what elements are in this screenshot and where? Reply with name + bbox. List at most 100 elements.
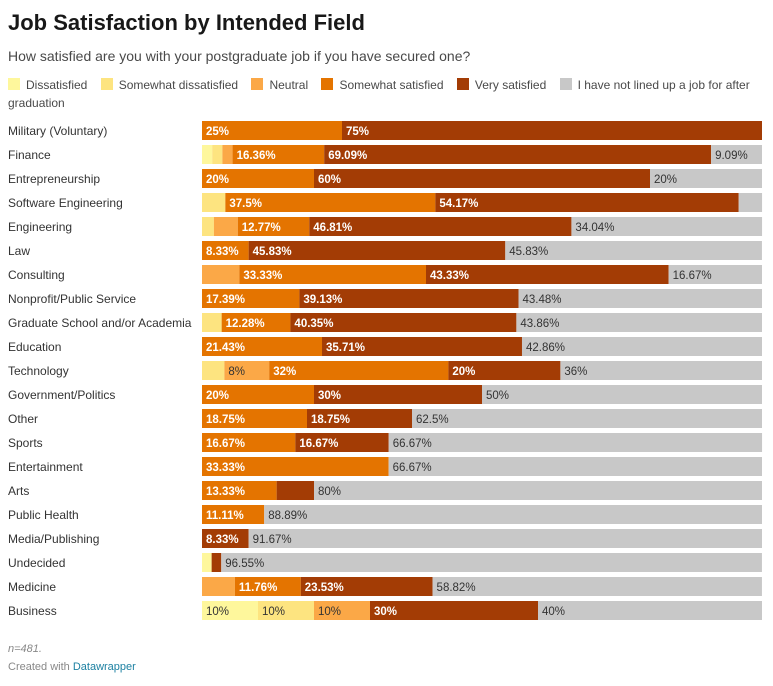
data-label: 50% (486, 390, 509, 402)
bar-segment (342, 121, 762, 140)
data-label: 40% (542, 606, 565, 618)
bar-row: Education 21.43% 35.71% 42.86% (8, 337, 762, 356)
chart-title: Job Satisfaction by Intended Field (8, 10, 365, 35)
data-label: 25% (206, 126, 229, 138)
bar-segment (299, 289, 519, 308)
category-label: Sports (8, 436, 43, 450)
bar-segment (388, 433, 763, 452)
data-label: 12.77% (242, 222, 281, 234)
bar-segment (232, 145, 325, 164)
category-label: Entertainment (8, 460, 83, 474)
data-label: 10% (318, 606, 341, 618)
bar-segment (237, 217, 310, 236)
bar-segment (202, 409, 307, 428)
data-label: 20% (206, 174, 229, 186)
legend-item-no-job: I have not lined up a job for after grad… (8, 78, 750, 110)
category-label: Entrepreneurship (8, 172, 100, 186)
bar-segment (258, 601, 314, 620)
legend-label: Somewhat dissatisfied (118, 78, 239, 92)
legend-swatch (321, 78, 334, 90)
legend-item-very-satisfied: Very satisfied (456, 78, 546, 92)
bar-segment (324, 145, 712, 164)
bar-segment (202, 193, 226, 212)
data-label: 17.39% (206, 294, 245, 306)
data-label: 69.09% (328, 150, 367, 162)
data-label: 10% (206, 606, 229, 618)
legend-label: Dissatisfied (26, 78, 88, 92)
bar-segment (248, 529, 762, 548)
bar-segment (650, 169, 762, 188)
data-label: 20% (452, 366, 475, 378)
bar-segment (212, 145, 223, 164)
bar-segment (668, 265, 762, 284)
bar-row: Graduate School and/or Academia 12.28% 40.… (8, 313, 762, 332)
category-label: Software Engineering (8, 196, 123, 210)
bar-segment (290, 313, 517, 332)
bar-row: Finance 16.36% 69.09% 9.09% (8, 145, 762, 164)
bar-row: Nonprofit/Public Service 17.39% 39.13% 43.4… (8, 289, 762, 308)
bar-segment (448, 361, 561, 380)
data-label: 18.75% (206, 414, 245, 426)
data-label: 46.81% (313, 222, 352, 234)
data-label: 21.43% (206, 342, 245, 354)
category-label: Engineering (8, 220, 72, 234)
data-label: 16.67% (206, 438, 245, 450)
bar-row: Engineering 12.77% 46.81% 34.04% (8, 217, 763, 236)
legend-label: I have not lined up a job for after grad… (8, 78, 750, 110)
legend-swatch (100, 78, 113, 90)
data-label: 88.89% (268, 510, 307, 522)
bar-segment (221, 553, 762, 572)
datawrapper-link[interactable]: Datawrapper (72, 661, 136, 673)
data-label: 37.5% (229, 198, 262, 210)
category-label: Arts (8, 484, 29, 498)
bar-segment (221, 313, 291, 332)
category-label: Other (8, 412, 38, 426)
data-label: 10% (262, 606, 285, 618)
bar-segment (571, 217, 763, 236)
data-label: 96.55% (225, 558, 264, 570)
data-label: 75% (346, 126, 369, 138)
bar-segment (269, 361, 449, 380)
bar-segment (314, 385, 482, 404)
data-label: 80% (318, 486, 341, 498)
legend-swatch (8, 78, 20, 90)
category-label: Business (8, 604, 57, 618)
bar-row: Business 10% 10% 10% 30% 40% (8, 601, 762, 620)
category-label: Media/Publishing (8, 532, 99, 546)
bar-segment (518, 289, 762, 308)
category-label: Undecided (8, 556, 65, 570)
legend: Dissatisfied Somewhat dissatisfied Neutr… (8, 76, 763, 112)
bar-segment (202, 577, 235, 596)
bar-segment (322, 337, 522, 356)
bar-segment (202, 289, 300, 308)
bar-segment (538, 601, 762, 620)
bar-row: Public Health 11.11% 88.89% (8, 505, 762, 524)
legend-label: Neutral (269, 78, 309, 92)
data-label: 60% (318, 174, 341, 186)
bar-segment (300, 577, 433, 596)
bar-segment (202, 241, 249, 260)
bar-segment (202, 457, 389, 476)
data-label: 8.33% (206, 246, 239, 258)
bar-segment (432, 577, 762, 596)
data-label: 34.04% (575, 222, 614, 234)
bar-segment (202, 217, 214, 236)
category-label: Government/Politics (8, 388, 115, 402)
bar-segment (202, 433, 296, 452)
category-label: Technology (8, 364, 69, 378)
stacked-bar-chart: Military (Voluntary) 25% 75% Finance 16.36% 6… (8, 121, 763, 620)
data-label: 40.35% (294, 318, 333, 330)
bar-row: Sports 16.67% 16.67% 66.67% (8, 433, 763, 452)
sample-size-note: n=481. (8, 643, 42, 655)
bar-segment (248, 241, 506, 260)
bar-row: Media/Publishing 8.33% 91.67% (8, 529, 762, 548)
data-label: 36% (564, 366, 587, 378)
bar-row: Law 8.33% 45.83% 45.83% (8, 241, 762, 260)
bar-segment (202, 481, 277, 500)
bar-segment (370, 601, 538, 620)
bar-segment (307, 409, 412, 428)
data-label: 11.11% (206, 510, 244, 522)
bar-segment (224, 361, 270, 380)
data-label: 9.09% (715, 150, 748, 162)
bar-segment (426, 265, 669, 284)
